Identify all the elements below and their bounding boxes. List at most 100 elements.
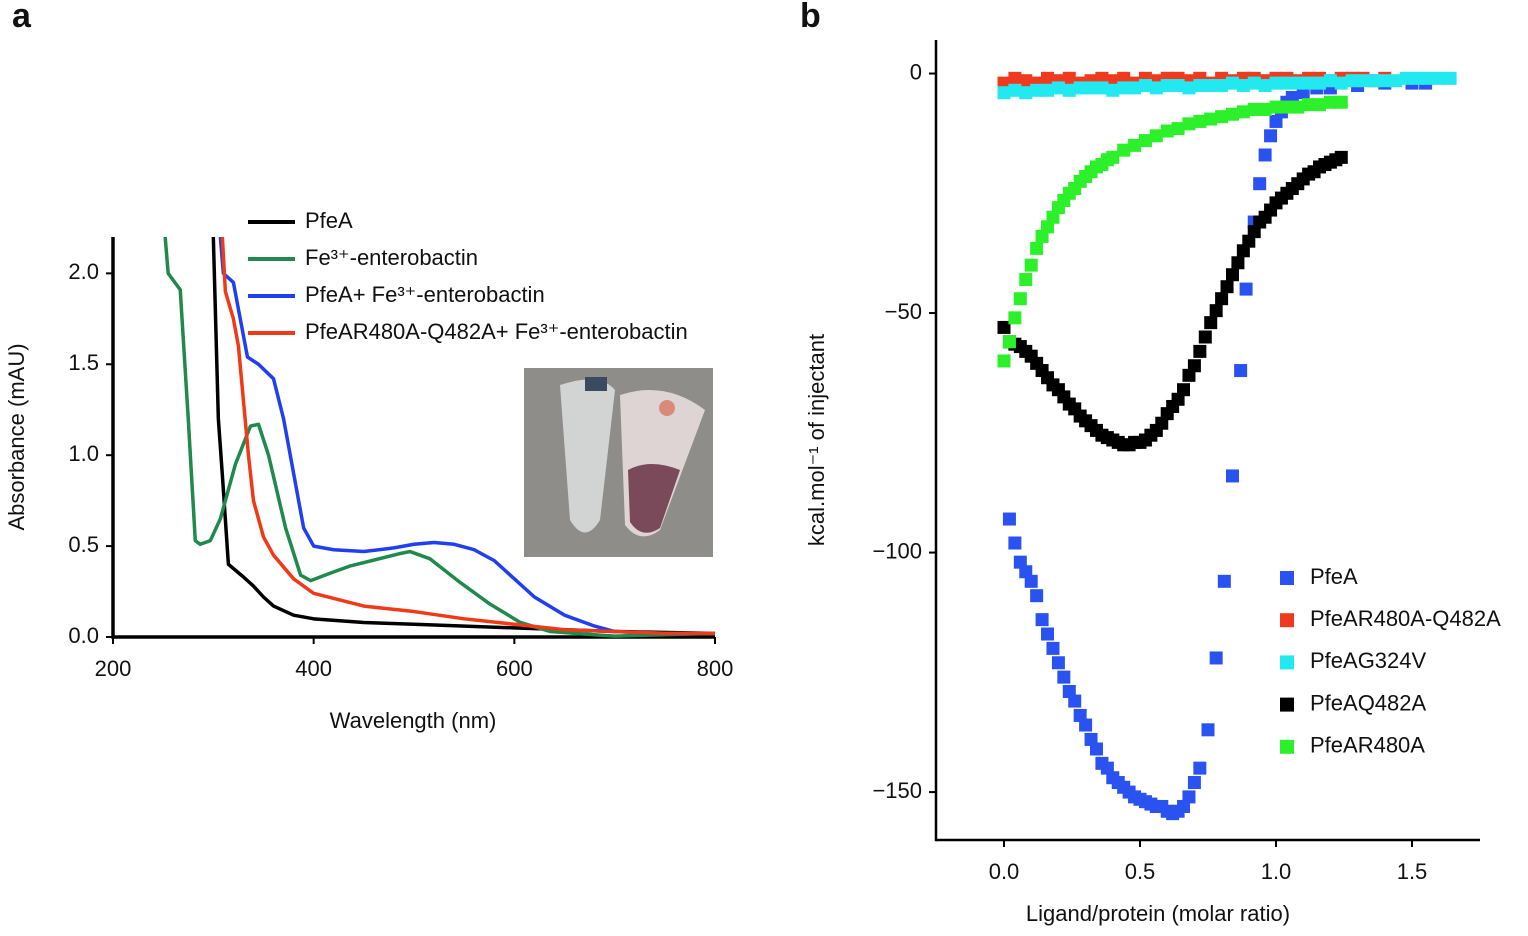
data-point — [1193, 114, 1207, 128]
data-point — [1239, 282, 1253, 296]
data-point — [1367, 74, 1381, 88]
legend-swatch — [1280, 739, 1294, 754]
data-point — [1035, 613, 1049, 627]
y-tick-label: −100 — [872, 538, 922, 563]
data-point — [1400, 71, 1414, 85]
data-point — [1204, 316, 1218, 330]
data-point — [1432, 71, 1446, 85]
data-point — [1204, 112, 1218, 126]
data-point — [1128, 81, 1142, 95]
data-point — [1171, 122, 1185, 136]
data-point — [1030, 241, 1044, 255]
data-point — [1334, 76, 1348, 90]
data-point — [1280, 100, 1294, 114]
data-point — [1030, 589, 1044, 603]
inset-photo — [524, 368, 713, 557]
data-point — [1215, 292, 1229, 306]
x-tick-label: 600 — [496, 656, 533, 681]
data-point — [1068, 694, 1082, 708]
data-point — [1280, 76, 1294, 90]
legend-label: PfeAG324V — [1310, 648, 1427, 673]
data-point — [1334, 150, 1348, 164]
data-line — [218, 236, 715, 636]
data-point — [1269, 76, 1283, 90]
data-point — [1209, 651, 1223, 665]
y-axis-label: kcal.mol⁻¹ of injectant — [804, 334, 829, 546]
legend-swatch — [1280, 571, 1294, 585]
data-line — [220, 236, 715, 636]
data-point — [1356, 74, 1370, 88]
data-point — [1013, 292, 1027, 306]
data-point — [1225, 268, 1239, 282]
data-point — [1313, 76, 1327, 90]
x-tick-label: 1.5 — [1397, 859, 1428, 884]
data-point — [1062, 83, 1076, 97]
data-point — [1291, 76, 1305, 90]
data-point — [1234, 364, 1248, 378]
data-point — [1334, 95, 1348, 109]
data-point — [1258, 102, 1272, 116]
y-tick-label: 0.0 — [68, 623, 99, 648]
data-point — [1389, 74, 1403, 88]
data-point — [1258, 148, 1272, 162]
data-point — [1302, 98, 1316, 112]
data-point — [1247, 102, 1261, 116]
data-point — [1323, 74, 1337, 88]
data-point — [1117, 143, 1131, 157]
data-point — [1177, 383, 1191, 397]
data-point — [1231, 256, 1245, 270]
data-point — [1225, 76, 1239, 90]
data-point — [1030, 83, 1044, 97]
data-point — [1410, 71, 1424, 85]
data-point — [1269, 100, 1283, 114]
data-point — [1258, 79, 1272, 93]
data-point — [1217, 574, 1231, 588]
data-point — [1002, 512, 1016, 526]
data-point — [1193, 344, 1207, 358]
data-point — [1041, 627, 1055, 641]
data-point — [1302, 76, 1316, 90]
data-point — [1160, 79, 1174, 93]
legend-label: PfeAR480A — [1310, 733, 1425, 758]
legend-label: PfeA+ Fe³⁺-enterobactin — [305, 282, 545, 307]
data-point — [1171, 79, 1185, 93]
panel-label: b — [800, 0, 821, 35]
y-tick-label: 0 — [910, 59, 922, 84]
data-point — [1024, 258, 1038, 272]
data-point — [1215, 110, 1229, 124]
data-point — [1008, 71, 1022, 85]
data-point — [1187, 776, 1201, 790]
data-point — [1138, 134, 1152, 148]
legend-label: PfeAQ482A — [1310, 690, 1427, 715]
data-point — [1323, 95, 1337, 109]
data-point — [1089, 742, 1103, 756]
x-tick-label: 1.0 — [1261, 859, 1292, 884]
y-tick-label: −150 — [872, 778, 922, 803]
data-point — [1198, 330, 1212, 344]
data-point — [1095, 81, 1109, 95]
data-point — [1084, 81, 1098, 95]
data-point — [1106, 150, 1120, 164]
data-point — [1193, 761, 1207, 775]
data-point — [1236, 105, 1250, 119]
data-point — [997, 320, 1011, 334]
data-line — [211, 236, 716, 636]
data-point — [1225, 107, 1239, 121]
data-point — [1008, 83, 1022, 97]
x-axis-label: Ligand/protein (molar ratio) — [1026, 901, 1290, 926]
data-point — [1041, 83, 1055, 97]
data-point — [1073, 81, 1087, 95]
data-point — [1019, 86, 1033, 100]
data-point — [1247, 76, 1261, 90]
data-point — [1225, 469, 1239, 483]
data-point — [1209, 304, 1223, 318]
y-tick-label: 0.5 — [68, 532, 99, 557]
data-point — [1182, 81, 1196, 95]
legend-swatch — [1280, 697, 1294, 712]
data-point — [1051, 81, 1065, 95]
data-point — [1149, 129, 1163, 143]
data-point — [1313, 98, 1327, 112]
data-point — [1051, 656, 1065, 670]
data-point — [1002, 335, 1016, 349]
